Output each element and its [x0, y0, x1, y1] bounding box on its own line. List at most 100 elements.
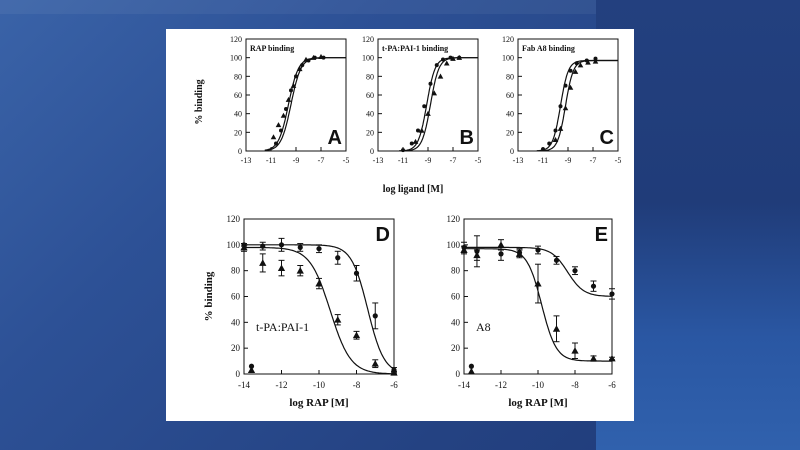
data-point-e-triangle: [589, 354, 598, 362]
data-point-b-triangle: [456, 54, 463, 60]
ytick-label-d: 0: [236, 369, 241, 379]
xtick-label-d: -12: [276, 380, 288, 390]
data-point-a-triangle: [318, 53, 324, 59]
data-point-a-triangle: [275, 122, 282, 128]
data-point-e-triangle: [515, 250, 524, 257]
data-point-d-circle: [372, 313, 378, 319]
data-point-b-triangle: [418, 127, 425, 133]
data-point-a-triangle: [310, 54, 317, 60]
ytick-label-a: 40: [234, 110, 242, 119]
xtick-label-b: -7: [450, 156, 457, 165]
xtick-label-c: -9: [565, 156, 572, 165]
panel-title-b: t-PA:PAI-1 binding: [382, 44, 448, 53]
ylabel-d: % binding: [203, 271, 215, 321]
outlier-point-e-circle: [468, 363, 474, 369]
xtick-label-c: -7: [590, 156, 597, 165]
panel-letter-b: B: [460, 127, 474, 149]
data-point-b-circle: [409, 141, 414, 146]
ytick-label-e: 80: [451, 266, 461, 276]
ytick-label-a: 100: [230, 54, 242, 63]
ytick-label-a: 20: [234, 128, 242, 137]
ytick-label-e: 60: [451, 292, 461, 302]
ytick-label-b: 20: [366, 128, 374, 137]
ytick-label-d: 40: [231, 317, 241, 327]
data-point-c-triangle: [552, 137, 559, 143]
panel-annotation-e: A8: [476, 320, 491, 334]
ytick-label-e: 120: [447, 214, 461, 224]
data-point-a-triangle: [285, 96, 292, 102]
data-point-b-triangle: [450, 55, 456, 61]
data-point-e-circle: [553, 257, 560, 263]
ytick-label-a: 120: [230, 35, 242, 44]
data-point-c-circle: [563, 83, 568, 88]
data-point-b-triangle: [437, 73, 444, 79]
outlier-point-d-circle: [248, 363, 255, 369]
data-point-e-triangle: [552, 325, 561, 332]
data-point-d-triangle: [315, 279, 323, 287]
data-point-c-circle: [593, 56, 598, 61]
panel-letter-d: D: [376, 224, 390, 246]
panel-annotation-d: t-PA:PAI-1: [256, 320, 309, 334]
xtick-label-d: -6: [390, 380, 398, 390]
ytick-label-d: 120: [227, 214, 241, 224]
data-point-a-triangle: [280, 112, 287, 118]
panel-e: 0 20 40 60 80 100 120 -14 -12 -10 -8 -6 E A8 log RAP […: [447, 214, 617, 409]
data-point-c-circle: [568, 68, 573, 73]
data-point-d-circle: [316, 246, 322, 252]
data-point-d-triangle: [240, 243, 248, 251]
xtick-label-d: -14: [238, 380, 250, 390]
panel-title-c: Fab A8 binding: [522, 44, 575, 53]
data-point-d-circle: [335, 255, 341, 261]
data-point-e-circle: [498, 251, 504, 257]
data-point-a-circle: [274, 141, 278, 146]
ytick-label-d: 20: [231, 343, 241, 353]
curve-d-0: [244, 244, 395, 370]
ytick-label-c: 80: [506, 72, 514, 81]
data-point-e-circle: [572, 268, 578, 274]
ytick-label-d: 100: [227, 240, 241, 250]
data-point-a-triangle: [296, 66, 303, 72]
data-point-e-triangle: [473, 251, 481, 259]
data-point-e-circle: [535, 247, 541, 253]
ytick-label-b: 0: [370, 147, 374, 156]
xtick-label-d: -10: [313, 380, 325, 390]
xtick-label-a: -9: [293, 156, 300, 165]
figure-ylabel-top: % binding: [194, 79, 205, 124]
data-point-d-circle: [353, 270, 360, 276]
curve-a-1: [264, 57, 346, 152]
ytick-label-c: 60: [506, 91, 514, 100]
curve-b-1: [399, 57, 478, 152]
data-point-b-triangle: [412, 138, 419, 144]
ytick-label-c: 100: [502, 54, 514, 63]
figure-svg: % binding log ligand [M] 0 20 40 60 80 100 120…: [194, 35, 621, 409]
xtick-label-c: -5: [615, 156, 622, 165]
ytick-label-a: 60: [234, 91, 242, 100]
data-point-e-triangle: [571, 347, 579, 354]
xtick-label-e: -6: [608, 380, 616, 390]
panel-a: 0 20 40 60 80 100 120 -13 -11 -9 -7 -5 RAP binding A: [230, 35, 349, 165]
data-point-b-circle: [434, 63, 439, 68]
data-point-a-triangle: [270, 134, 277, 140]
data-point-c-triangle: [557, 125, 564, 131]
data-point-d-triangle: [277, 264, 286, 271]
data-point-b-triangle: [443, 60, 450, 66]
ytick-label-b: 60: [366, 91, 374, 100]
xtick-label-b: -11: [398, 156, 408, 165]
data-point-e-triangle: [608, 354, 616, 362]
data-point-d-triangle: [371, 360, 379, 367]
xtick-label-e: -8: [571, 380, 579, 390]
panel-b: 0 20 40 60 80 100 120 -13 -11 -9 -7 -5 t-PA:PAI-1 bi…: [362, 35, 481, 165]
data-point-d-triangle: [390, 369, 398, 376]
data-point-d-triangle: [334, 316, 342, 323]
xtick-label-c: -11: [538, 156, 548, 165]
panel-d: 0 20 40 60 80 100 120 -14 -12 -10 -8 -6 Dt-PA:PAI-1 l…: [203, 214, 398, 409]
background-band: [0, 0, 596, 14]
data-point-c-triangle: [567, 84, 574, 90]
data-point-e-circle: [590, 283, 597, 289]
xtick-label-b: -13: [373, 156, 384, 165]
ytick-label-c: 40: [506, 110, 514, 119]
ytick-label-e: 100: [447, 240, 461, 250]
curve-d-1: [244, 246, 395, 375]
panel-c: 0 20 40 60 80 100 120 -13 -11 -9 -7 -5 Fab A8 bindin…: [502, 35, 621, 165]
data-point-d-circle: [297, 244, 303, 251]
